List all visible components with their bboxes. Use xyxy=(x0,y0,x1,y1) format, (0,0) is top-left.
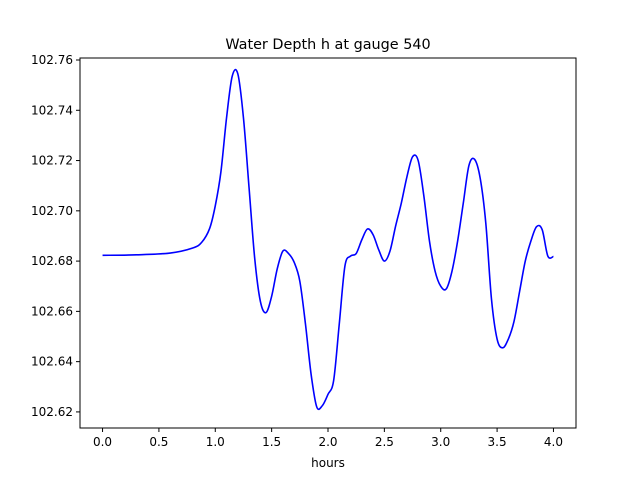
series-line-0 xyxy=(102,68,554,411)
x-tick-label: 2.0 xyxy=(318,435,337,449)
x-tick-label: 0.5 xyxy=(149,435,168,449)
x-axis-ticks: 0.0 0.5 1.0 1.5 2.0 2.5 3.0 3.5 4.0 xyxy=(93,428,563,449)
x-tick-label: 1.0 xyxy=(206,435,225,449)
y-tick-label: 102.68 xyxy=(31,254,73,268)
y-tick-label: 102.72 xyxy=(31,154,73,168)
y-tick-label: 102.64 xyxy=(31,355,73,369)
plot-area xyxy=(102,68,554,411)
y-tick-label: 102.62 xyxy=(31,405,73,419)
x-tick-label: 3.0 xyxy=(431,435,450,449)
axes-frame xyxy=(79,57,577,429)
x-axis-label: hours xyxy=(311,456,345,470)
y-tick-label: 102.66 xyxy=(31,304,73,318)
y-tick-label: 102.70 xyxy=(31,204,73,218)
y-tick-label: 102.76 xyxy=(31,53,73,67)
x-tick-label: 1.5 xyxy=(262,435,281,449)
x-tick-label: 3.5 xyxy=(488,435,507,449)
chart-title: Water Depth h at gauge 540 xyxy=(225,37,430,53)
x-tick-label: 0.0 xyxy=(93,435,112,449)
x-tick-label: 4.0 xyxy=(544,435,563,449)
y-tick-label: 102.74 xyxy=(31,103,73,117)
y-axis-ticks: 102.62 102.64 102.66 102.68 102.70 102.72 102.… xyxy=(31,53,80,419)
x-tick-label: 2.5 xyxy=(375,435,394,449)
